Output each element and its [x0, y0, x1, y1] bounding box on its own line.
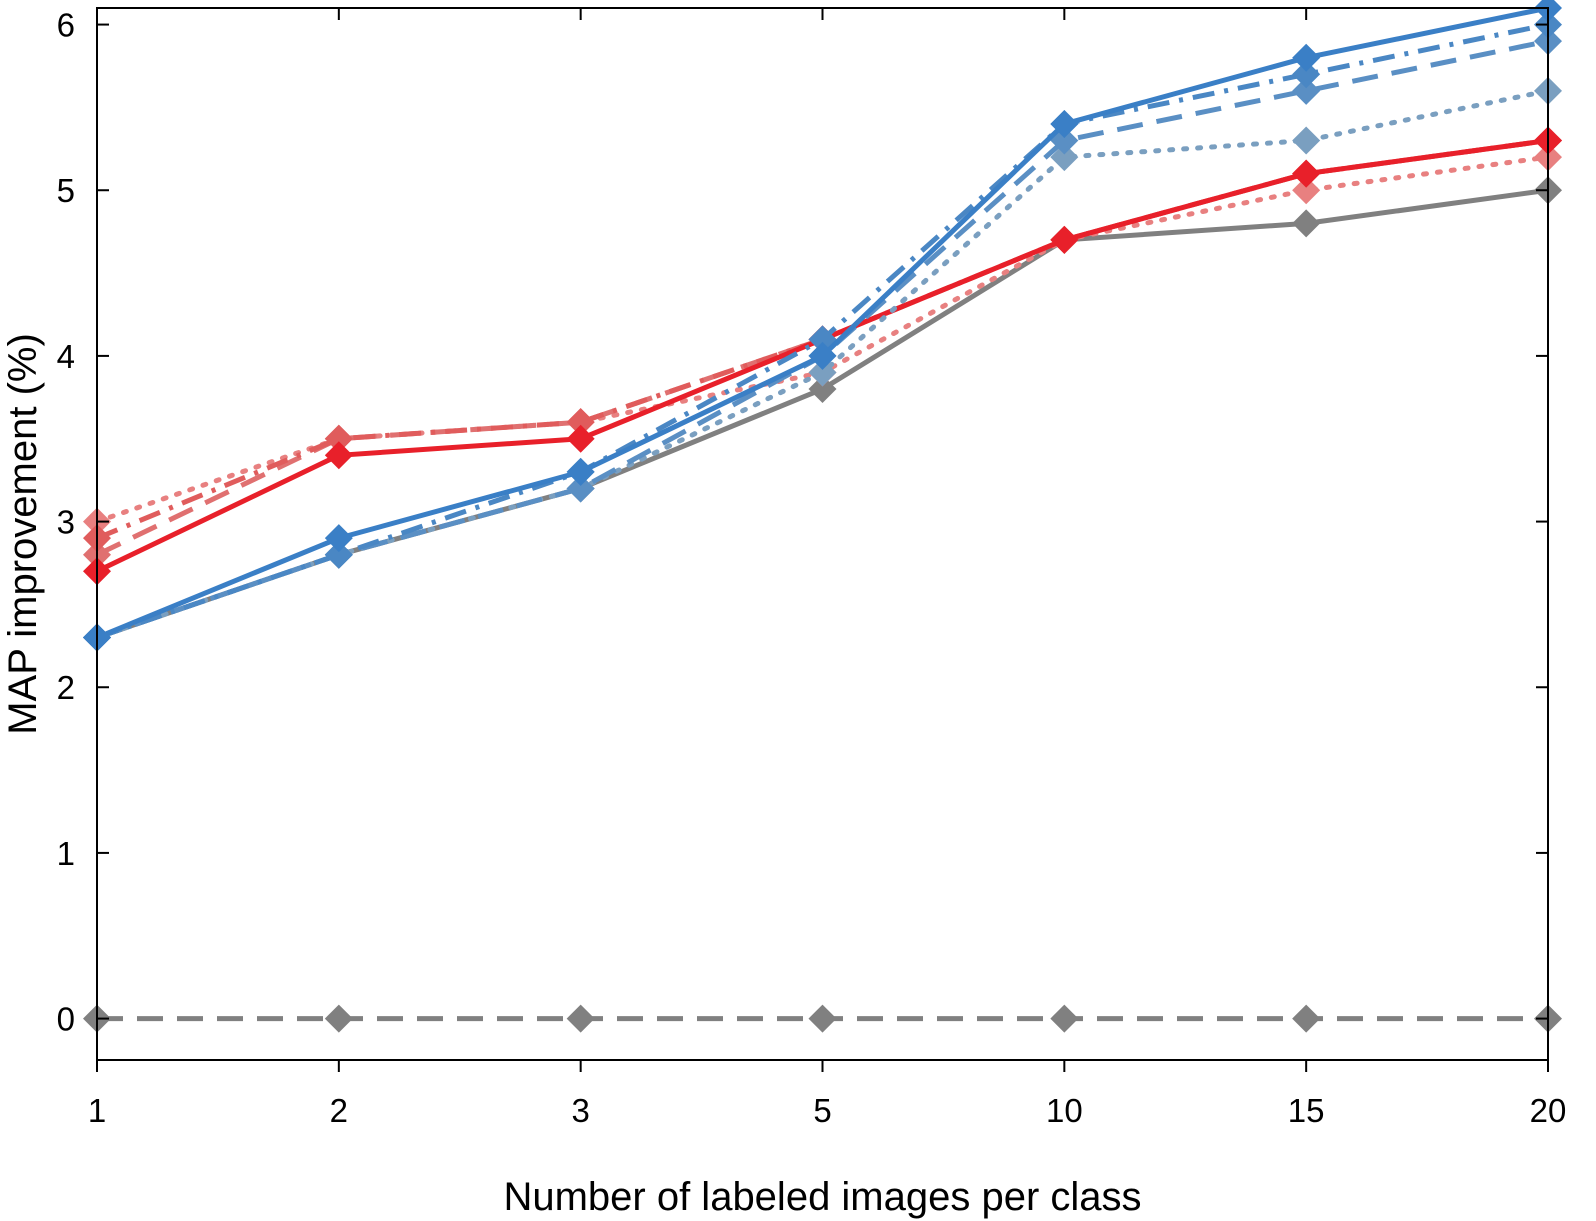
x-tick-label: 1 — [88, 1092, 106, 1129]
data-point — [1292, 1004, 1321, 1033]
data-point — [1292, 176, 1321, 205]
data-point — [808, 1004, 837, 1033]
series-line — [96, 5, 1549, 640]
data-point — [324, 1004, 353, 1033]
x-tick-label: 3 — [571, 1092, 589, 1129]
data-point — [1292, 126, 1321, 155]
x-tick-label: 10 — [1046, 1092, 1083, 1129]
data-point — [1292, 209, 1321, 238]
data-point — [808, 358, 837, 387]
data-point — [566, 457, 595, 486]
series-gray-solid — [83, 176, 1562, 652]
ticks-layer: 1 2 3 5 10 15 20 0 1 2 3 4 5 6 — [57, 7, 1567, 1129]
y-tick-label: 4 — [57, 338, 75, 375]
data-point — [324, 540, 353, 569]
data-point — [1050, 109, 1079, 138]
plot-frame — [96, 7, 1549, 1061]
data-point — [1292, 76, 1321, 105]
data-point — [1292, 60, 1321, 89]
x-tick-label: 20 — [1530, 1092, 1567, 1129]
y-tick-label: 3 — [57, 504, 75, 541]
data-point — [808, 375, 837, 404]
data-point — [566, 1004, 595, 1033]
x-tick-label: 2 — [330, 1092, 348, 1129]
y-axis-title: MAP improvement (%) — [1, 333, 45, 735]
series-line — [96, 187, 1549, 640]
y-tick-label: 1 — [57, 835, 75, 872]
x-axis-title: Number of labeled images per class — [503, 1175, 1141, 1219]
series-blue-solid — [83, 0, 1562, 652]
data-point — [1050, 225, 1079, 254]
data-point — [324, 424, 353, 453]
y-tick-label: 6 — [57, 7, 75, 44]
data-point — [566, 424, 595, 453]
y-tick-label: 0 — [57, 1001, 75, 1038]
series-layer — [83, 0, 1562, 1033]
data-point — [1292, 159, 1321, 188]
data-point — [808, 341, 837, 370]
data-point — [566, 474, 595, 503]
series-blue-dash-dot — [83, 10, 1562, 652]
data-point — [566, 408, 595, 437]
y-tick-label: 2 — [57, 669, 75, 706]
series-baseline — [83, 1004, 1562, 1033]
data-point — [1050, 1004, 1079, 1033]
data-point — [324, 524, 353, 553]
x-tick-label: 15 — [1288, 1092, 1325, 1129]
y-tick-label: 5 — [57, 172, 75, 209]
data-point — [1292, 43, 1321, 72]
x-tick-label: 5 — [813, 1092, 831, 1129]
data-point — [324, 441, 353, 470]
